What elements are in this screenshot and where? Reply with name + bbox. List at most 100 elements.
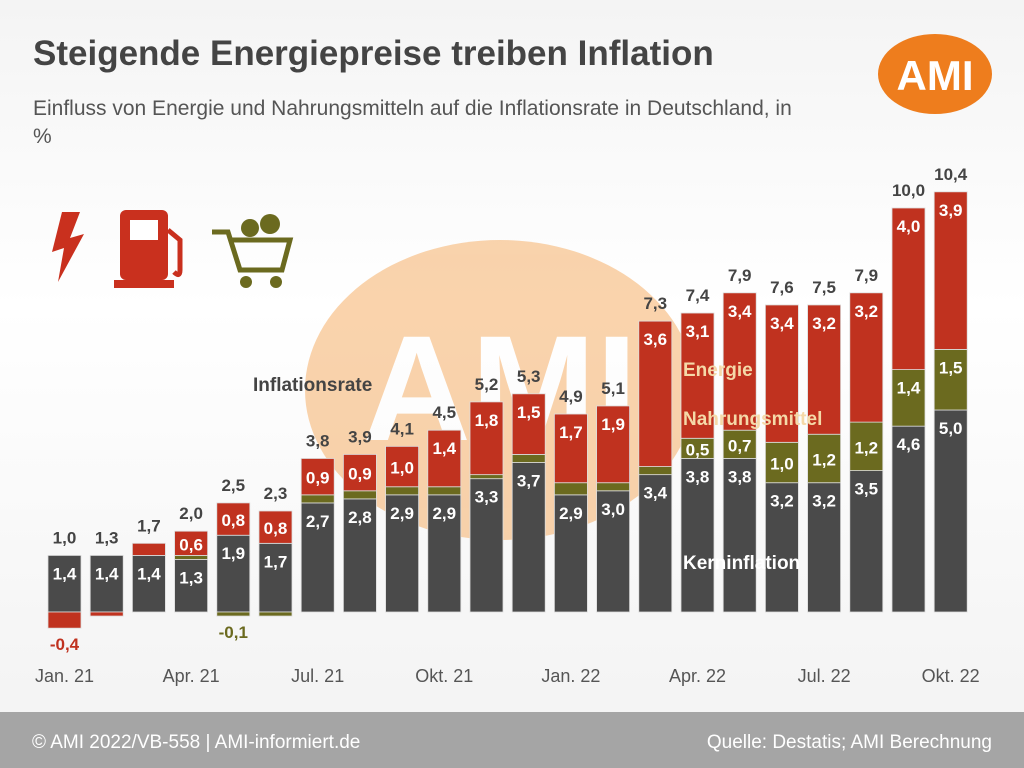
label-total: 7,5 xyxy=(812,278,836,297)
label-energie: 0,6 xyxy=(179,535,203,554)
bar-energie xyxy=(933,191,968,350)
fuel-pump-icon xyxy=(114,210,183,288)
lightning-icon xyxy=(52,212,84,282)
label-nahrung: 1,4 xyxy=(897,379,921,398)
label-total: 4,1 xyxy=(390,419,414,438)
bar-energie xyxy=(554,413,588,484)
bar-kern xyxy=(891,425,926,613)
label-energie: 1,4 xyxy=(432,439,456,458)
label-nahrung: 0,7 xyxy=(728,436,752,455)
chart-subtitle: Einfluss von Energie und Nahrungsmitteln… xyxy=(33,97,792,148)
label-total: 10,0 xyxy=(892,181,925,200)
label-energie: 1,8 xyxy=(475,411,499,430)
label-total: 7,4 xyxy=(686,286,710,305)
bar-kern xyxy=(300,502,335,613)
label-total: 1,3 xyxy=(95,528,119,547)
bar-kern xyxy=(469,478,504,613)
x-tick-label: Okt. 21 xyxy=(415,666,473,686)
bar-kern xyxy=(216,534,251,613)
label-kern: 1,4 xyxy=(137,564,161,583)
bar-energie xyxy=(385,445,420,488)
footer: © AMI 2022/VB-558 | AMI-informiert.de Qu… xyxy=(0,712,1024,768)
bar-energie xyxy=(258,510,293,544)
label-energie: 1,0 xyxy=(390,459,414,478)
label-total: 7,9 xyxy=(854,266,878,285)
label-nahrung: 1,2 xyxy=(812,450,836,469)
label-nahrung: -0,1 xyxy=(219,623,248,642)
label-nahrung: 1,2 xyxy=(854,438,878,457)
label-energie: 3,4 xyxy=(770,314,794,333)
bar-energie xyxy=(47,611,82,629)
label-energie: 3,1 xyxy=(686,322,710,341)
bar-nahrung xyxy=(342,490,377,500)
bar-nahrung xyxy=(722,429,757,459)
x-tick-label: Jan. 21 xyxy=(35,666,94,686)
bar-nahrung xyxy=(511,454,546,463)
bar-kern xyxy=(258,542,293,613)
label-kern: 1,4 xyxy=(95,564,119,583)
label-total: 4,9 xyxy=(559,387,583,406)
bar-energie xyxy=(300,458,335,496)
bar-nahrung xyxy=(807,433,841,484)
chart-title: Steigende Energiepreise treiben Inflatio… xyxy=(33,34,714,73)
label-kern: 3,2 xyxy=(770,492,794,511)
bar-nahrung xyxy=(638,466,673,476)
bar-nahrung xyxy=(849,421,884,471)
bar-energie xyxy=(596,405,630,484)
bar-nahrung xyxy=(300,494,335,504)
label-energie: -0,4 xyxy=(50,635,80,654)
label-energie: 1,5 xyxy=(517,403,541,422)
label-total: 10,4 xyxy=(934,165,968,184)
bar-nahrung xyxy=(554,482,588,496)
label-total: 5,2 xyxy=(475,375,499,394)
annotation-energie: Energie xyxy=(683,360,753,381)
label-energie: 3,6 xyxy=(643,330,667,349)
bar-kern xyxy=(638,474,673,613)
label-total: 7,9 xyxy=(728,266,752,285)
bar-kern xyxy=(765,482,799,613)
bar-kern xyxy=(722,458,757,613)
bar-kern xyxy=(933,409,968,613)
bar-energie xyxy=(469,401,504,476)
bar-nahrung xyxy=(258,611,293,617)
bar-nahrung xyxy=(385,486,420,496)
label-energie: 3,4 xyxy=(728,302,752,321)
bar-nahrung xyxy=(933,348,968,411)
label-kern: 3,8 xyxy=(686,467,710,486)
label-kern: 3,8 xyxy=(728,467,752,486)
label-total: 2,3 xyxy=(264,484,288,503)
label-nahrung: 0,5 xyxy=(686,440,710,459)
label-kern: 3,2 xyxy=(812,492,836,511)
label-total: 1,7 xyxy=(137,516,161,535)
bar-energie xyxy=(216,502,251,536)
annotation-kerninflation: Kerninflation xyxy=(683,553,800,574)
bar-kern xyxy=(174,559,209,613)
label-energie: 0,8 xyxy=(264,519,288,538)
bar-energie xyxy=(680,312,715,439)
label-kern: 3,3 xyxy=(475,488,499,507)
bar-energie xyxy=(891,207,926,371)
bar-energie xyxy=(511,393,546,455)
bar-kern xyxy=(511,462,546,613)
bar-kern xyxy=(680,458,715,613)
label-total: 4,5 xyxy=(432,403,456,422)
label-kern: 3,4 xyxy=(643,484,667,503)
x-tick-label: Okt. 22 xyxy=(922,666,980,686)
label-energie: 4,0 xyxy=(897,217,921,236)
label-kern: 3,0 xyxy=(601,500,625,519)
bar-nahrung xyxy=(765,441,799,484)
label-kern: 2,9 xyxy=(390,504,414,523)
bar-energie xyxy=(427,429,462,488)
x-tick-label: Apr. 21 xyxy=(163,666,220,686)
label-energie: 3,2 xyxy=(812,314,836,333)
bar-nahrung xyxy=(596,482,630,492)
bar-kern xyxy=(427,494,462,613)
bar-nahrung xyxy=(891,369,926,427)
label-kern: 1,3 xyxy=(179,568,203,587)
x-tick-label: Apr. 22 xyxy=(669,666,726,686)
bar-kern xyxy=(554,494,588,613)
footer-source: Quelle: Destatis; AMI Berechnung xyxy=(706,732,992,753)
shopping-cart-icon xyxy=(212,214,294,288)
